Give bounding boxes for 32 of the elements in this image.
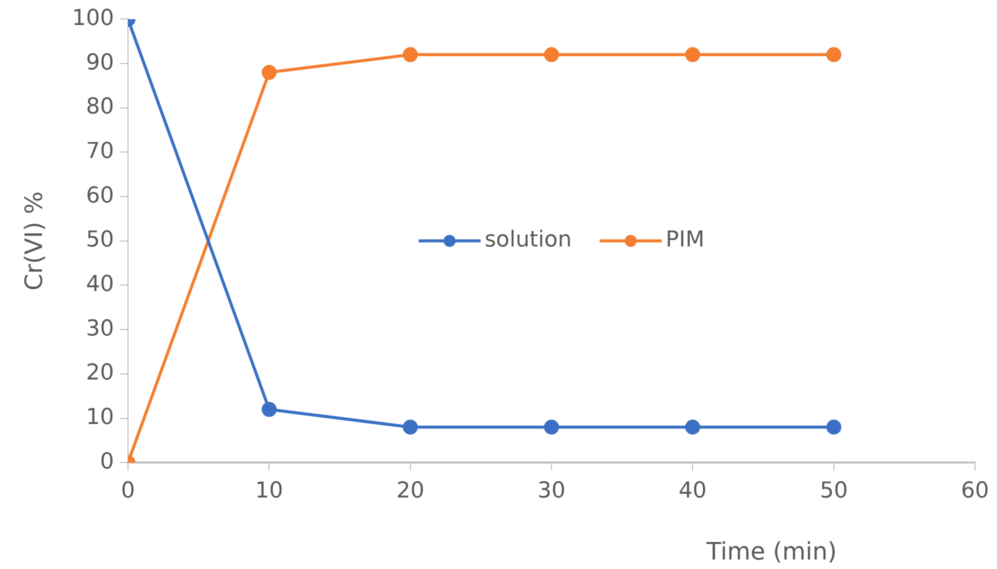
y-tick-label: 10	[86, 404, 114, 430]
x-axis-title: Time (min)	[706, 538, 837, 566]
point	[826, 420, 842, 435]
y-tick-label: 20	[86, 360, 114, 386]
y-tick-label: 60	[86, 183, 114, 208]
point	[402, 420, 418, 435]
y-tick-label: 30	[86, 316, 114, 342]
point	[402, 47, 418, 62]
point	[685, 420, 700, 435]
x-tick-label: 60	[961, 478, 989, 504]
x-tick-label: 40	[678, 478, 707, 504]
y-tick-label: 50	[86, 228, 114, 253]
x-tick-label: 30	[537, 478, 566, 504]
legend-label: solution	[484, 228, 572, 253]
y-tick-label: 80	[86, 94, 114, 120]
y-axis-title: Cr(VI) %	[20, 191, 48, 291]
point	[826, 47, 842, 62]
y-tick-label: 40	[86, 272, 114, 297]
x-tick-label: 0	[120, 478, 135, 504]
x-tick-label: 10	[255, 478, 284, 504]
point	[262, 64, 277, 80]
y-tick-label: 0	[100, 449, 114, 474]
point	[262, 402, 277, 417]
y-tick-label: 90	[86, 50, 114, 76]
legend-label: PIM	[666, 228, 704, 253]
y-tick-label: 100	[72, 6, 114, 31]
x-tick-label: 20	[396, 478, 424, 504]
point	[544, 47, 559, 62]
point	[544, 420, 559, 435]
y-tick-label: 70	[86, 138, 114, 164]
point	[685, 47, 700, 62]
x-tick-label: 50	[820, 478, 848, 504]
